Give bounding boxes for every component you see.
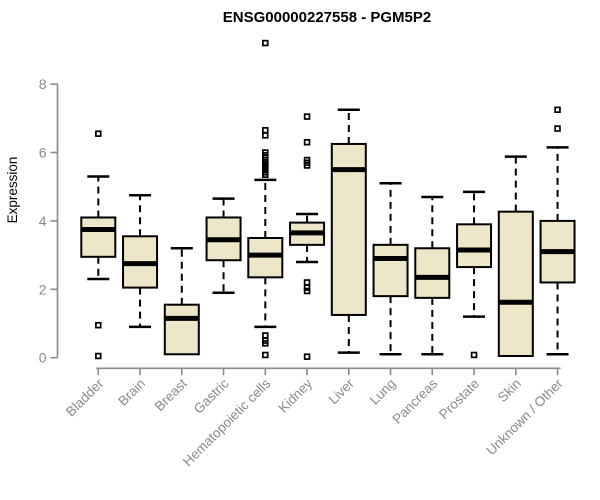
outlier-point [262,132,269,139]
x-axis-label: Liver [326,375,358,407]
box [372,243,409,298]
box [80,216,117,258]
y-tick-label: 4 [39,213,47,229]
box [456,223,493,269]
x-axis-label: Kidney [275,376,315,416]
y-axis-title: Expression [5,157,20,224]
x-axis-label: Gastric [191,376,232,417]
y-tick-label: 6 [39,145,47,161]
x-axis-label: Unknown / Other [483,375,566,458]
box [163,303,200,356]
outlier-point [262,127,269,134]
outlier-point [303,162,311,169]
box [497,210,534,357]
chart-title: ENSG00000227558 - PGM5P2 [223,9,431,26]
x-axis-label: Pancreas [389,376,440,427]
y-tick-label: 2 [39,281,47,297]
x-axis-label: Breast [152,376,190,414]
outlier-point [262,39,269,47]
outlier-point [554,125,561,132]
outlier-point [95,321,102,329]
box [247,237,284,279]
x-axis-label: Bladder [63,375,107,419]
outlier-point [95,130,102,137]
outlier-point [303,138,311,146]
x-axis-label: Lung [367,376,399,408]
outlier-point [303,353,311,360]
outlier-point [262,351,269,359]
outlier-point [95,352,102,360]
outlier-point [554,106,561,113]
outlier-point [262,340,269,347]
x-axis-label: Prostate [436,376,482,422]
outlier-point [470,351,478,359]
x-axis-label: Skin [495,376,524,405]
outlier-point [303,284,311,291]
box [414,247,451,299]
y-axis: 0 2 4 6 8 [39,76,59,366]
outlier-point [262,171,269,178]
boxes-layer [80,39,576,360]
outlier-point [303,287,311,295]
y-tick-label: 0 [39,350,47,366]
box [330,142,367,316]
outlier-point [303,279,311,286]
outlier-point [262,332,269,339]
x-axis-label: Brain [115,376,148,409]
outlier-point [303,113,311,120]
y-tick-label: 8 [39,76,47,92]
